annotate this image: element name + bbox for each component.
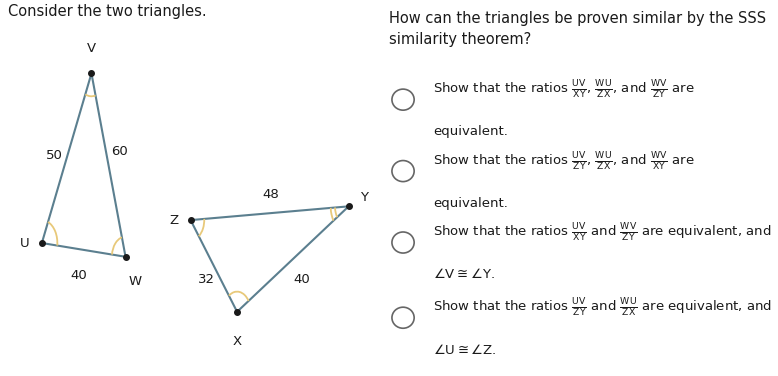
Text: 48: 48 [263,188,279,201]
Text: $\mathregular{\angle U \cong \angle Z}$.: $\mathregular{\angle U \cong \angle Z}$. [433,343,496,357]
Text: $\mathregular{\angle V \cong \angle Y}$.: $\mathregular{\angle V \cong \angle Y}$. [433,267,495,282]
Text: 40: 40 [71,268,87,282]
Text: 40: 40 [294,273,310,286]
Text: Z: Z [169,214,178,227]
Text: Show that the ratios $\mathregular{\frac{UV}{ZY}}$, $\mathregular{\frac{WU}{ZX}}: Show that the ratios $\mathregular{\frac… [433,151,694,173]
Text: 50: 50 [46,149,63,162]
Text: Show that the ratios $\mathregular{\frac{UV}{ZY}}$ and $\mathregular{\frac{WU}{Z: Show that the ratios $\mathregular{\frac… [433,297,772,319]
Text: V: V [87,42,96,55]
Text: Show that the ratios $\mathregular{\frac{UV}{XY}}$, $\mathregular{\frac{WU}{ZX}}: Show that the ratios $\mathregular{\frac… [433,79,694,101]
Text: Consider the two triangles.: Consider the two triangles. [8,4,206,19]
Text: How can the triangles be proven similar by the SSS
similarity theorem?: How can the triangles be proven similar … [389,11,766,47]
Text: equivalent.: equivalent. [433,197,508,209]
Text: U: U [20,237,30,250]
Text: Y: Y [359,191,368,203]
Text: 60: 60 [111,145,128,158]
Text: W: W [128,275,142,288]
Text: X: X [233,335,242,348]
Text: 32: 32 [198,273,215,286]
Text: Show that the ratios $\mathregular{\frac{UV}{XY}}$ and $\mathregular{\frac{WV}{Z: Show that the ratios $\mathregular{\frac… [433,222,771,244]
Text: equivalent.: equivalent. [433,125,508,138]
